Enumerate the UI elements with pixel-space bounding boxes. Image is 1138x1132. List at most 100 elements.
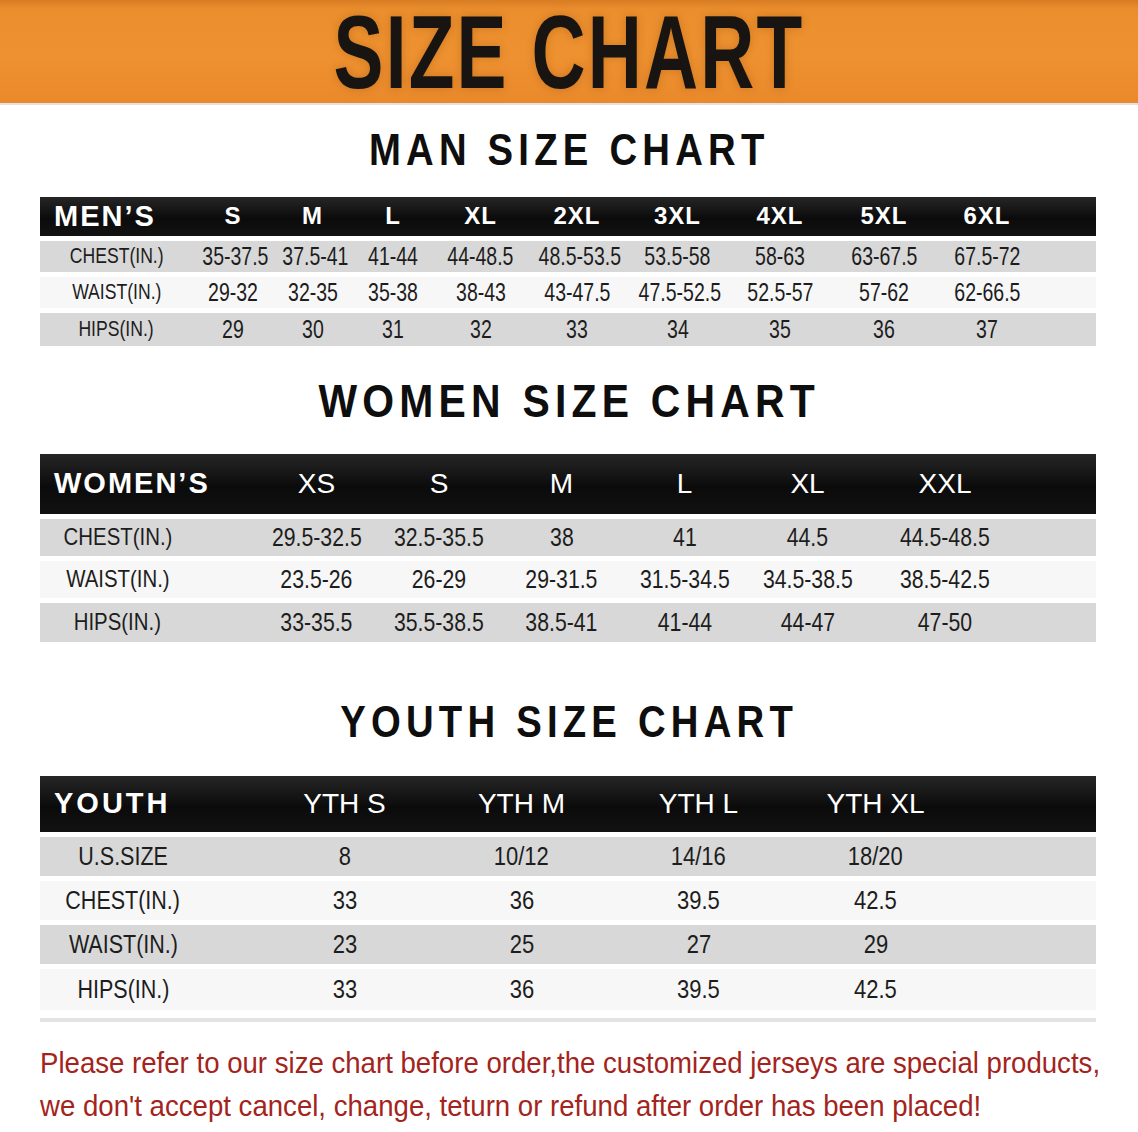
measurement-value: 57-62 [832,274,936,310]
size-column-header: XL [434,197,527,238]
measurement-value: 26-29 [378,558,500,600]
table-corner-label: YOUTH [40,776,256,834]
measurement-value: 25 [433,922,610,966]
row-label: CHEST(IN.) [40,878,256,922]
banner-title: SIZE CHART [334,0,805,104]
row-filler [1038,310,1096,346]
measurement-value: 37.5-41 [273,238,352,274]
measurement-value: 63-67.5 [832,238,936,274]
size-header-row: WOMEN’SXSSMLXLXXL [40,454,1096,516]
measurement-value: 44.5-48.5 [869,516,1021,558]
measurement-value: 42.5 [787,878,964,922]
measurement-value: 33 [527,310,627,346]
measurement-value: 41-44 [352,238,434,274]
size-header-row: MEN’SSMLXL2XL3XL4XL5XL6XL [40,197,1096,238]
row-filler [964,834,1096,878]
table-corner-label: WOMEN’S [40,454,255,516]
measurement-value: 8 [256,834,433,878]
measurement-row: HIPS(IN.)293031323334353637 [40,310,1096,346]
measurement-row: CHEST(IN.)333639.542.5 [40,878,1096,922]
row-filler [1021,516,1096,558]
men-size-table: MEN’SSMLXL2XL3XL4XL5XL6XLCHEST(IN.)35-37… [40,197,1096,346]
size-column-header: S [193,197,273,238]
row-label: CHEST(IN.) [40,516,255,558]
row-label: HIPS(IN.) [40,966,256,1010]
measurement-row: HIPS(IN.)333639.542.5 [40,966,1096,1010]
measurement-row: CHEST(IN.)35-37.537.5-4141-4444-48.548.5… [40,238,1096,274]
measurement-value: 36 [433,878,610,922]
measurement-value: 38.5-42.5 [869,558,1021,600]
measurement-value: 38 [500,516,623,558]
size-column-header: XXL [869,454,1021,516]
measurement-value: 53.5-58 [627,238,728,274]
measurement-value: 27 [610,922,787,966]
size-header-row: YOUTHYTH SYTH MYTH LYTH XL [40,776,1096,834]
women-size-chart-section: WOMEN SIZE CHART WOMEN’SXSSMLXLXXLCHEST(… [0,381,1138,642]
measurement-value: 48.5-53.5 [527,238,627,274]
row-filler [1021,558,1096,600]
size-column-header: YTH XL [787,776,964,834]
measurement-value: 29-31.5 [500,558,623,600]
measurement-value: 35-38 [352,274,434,310]
row-filler [964,966,1096,1010]
row-label: HIPS(IN.) [40,600,255,642]
row-label: U.S.SIZE [40,834,256,878]
measurement-value: 47.5-52.5 [627,274,728,310]
youth-size-chart-section: YOUTH SIZE CHART YOUTHYTH SYTH MYTH LYTH… [0,702,1138,1022]
size-column-header: L [623,454,746,516]
header-filler [964,776,1096,834]
size-column-header: M [273,197,352,238]
notice-line: we don't accept cancel, change, teturn o… [40,1084,1050,1127]
measurement-value: 23 [256,922,433,966]
size-column-header: XL [746,454,869,516]
row-label: WAIST(IN.) [40,922,256,966]
size-column-header: YTH L [610,776,787,834]
measurement-value: 30 [273,310,352,346]
women-size-table: WOMEN’SXSSMLXLXXLCHEST(IN.)29.5-32.532.5… [40,454,1096,642]
order-notice: Please refer to our size chart before or… [40,1041,1138,1127]
size-column-header: M [500,454,623,516]
row-filler [1038,274,1096,310]
measurement-value: 33 [256,878,433,922]
measurement-value: 34 [627,310,728,346]
man-size-chart-section: MAN SIZE CHART MEN’SSMLXL2XL3XL4XL5XL6XL… [0,130,1138,346]
measurement-value: 29-32 [193,274,273,310]
size-column-header: YTH M [433,776,610,834]
measurement-value: 33-35.5 [255,600,378,642]
measurement-value: 43-47.5 [527,274,627,310]
measurement-row: WAIST(IN.)23252729 [40,922,1096,966]
measurement-value: 35-37.5 [193,238,273,274]
measurement-value: 36 [832,310,936,346]
measurement-row: CHEST(IN.)29.5-32.532.5-35.5384144.544.5… [40,516,1096,558]
table-corner-label: MEN’S [40,197,193,238]
row-filler [964,922,1096,966]
size-column-header: L [352,197,434,238]
measurement-value: 35 [728,310,832,346]
size-column-header: 2XL [527,197,627,238]
size-chart-banner: SIZE CHART [0,0,1138,105]
measurement-value: 35.5-38.5 [378,600,500,642]
size-column-header: 4XL [728,197,832,238]
measurement-value: 23.5-26 [255,558,378,600]
measurement-value: 44.5 [746,516,869,558]
measurement-value: 41 [623,516,746,558]
youth-size-table: YOUTHYTH SYTH MYTH LYTH XLU.S.SIZE810/12… [40,776,1096,1010]
row-label: WAIST(IN.) [40,274,193,310]
measurement-value: 39.5 [610,878,787,922]
row-label: HIPS(IN.) [40,310,193,346]
measurement-value: 31 [352,310,434,346]
measurement-value: 44-47 [746,600,869,642]
row-filler [964,878,1096,922]
row-filler [1038,238,1096,274]
size-column-header: S [378,454,500,516]
measurement-value: 38.5-41 [500,600,623,642]
size-column-header: YTH S [256,776,433,834]
divider-rule [40,1018,1096,1022]
measurement-value: 42.5 [787,966,964,1010]
row-filler [1021,600,1096,642]
measurement-row: WAIST(IN.)23.5-2626-2929-31.531.5-34.534… [40,558,1096,600]
measurement-value: 38-43 [434,274,527,310]
measurement-value: 10/12 [433,834,610,878]
measurement-value: 67.5-72 [936,238,1038,274]
measurement-value: 41-44 [623,600,746,642]
